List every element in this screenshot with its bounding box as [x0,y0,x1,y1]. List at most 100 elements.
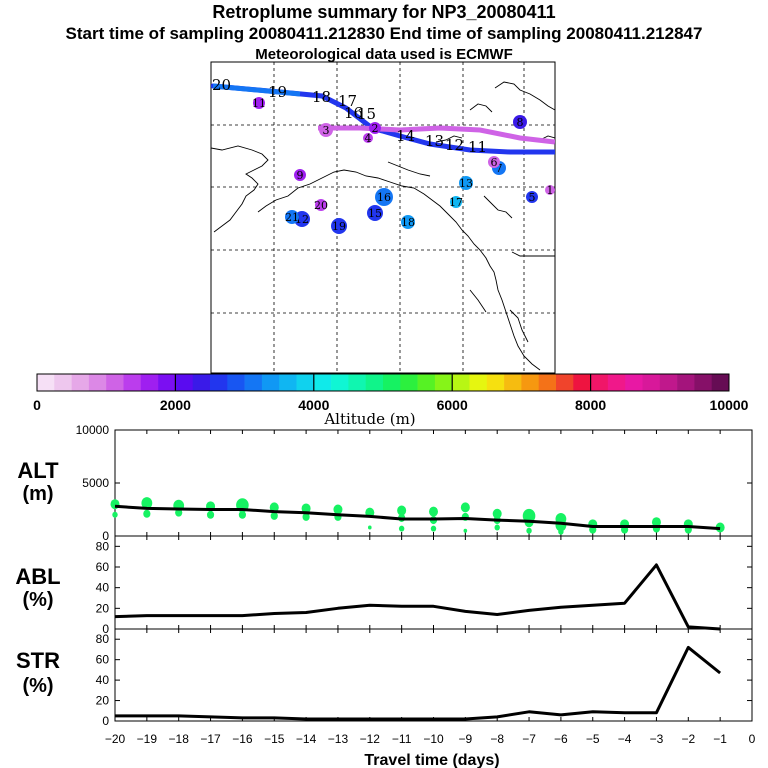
alt-label-line2: (m) [22,483,53,505]
cluster-label: 9 [297,169,304,182]
colorbar-cell [158,374,176,391]
abl-series-line [114,563,721,631]
cluster-label: 18 [401,216,415,229]
altitude-cluster-point [463,528,468,533]
alt-plot: 0 5000 10000 [76,423,753,543]
altitude-cluster-point [175,508,183,517]
trajectory-day-label: 13 [425,132,444,150]
cluster-label: 16 [377,191,391,204]
cluster-marker [488,156,500,168]
trajectory-day-label: 19 [268,83,287,101]
str-label-line2: (%) [22,675,53,697]
colorbar-cell [210,374,228,391]
abl-label-line2: (%) [22,589,53,611]
colorbar-cell [625,374,643,391]
map-graticule [211,62,555,373]
cluster-label: 3 [323,124,330,137]
altitude-cluster-point [429,506,438,517]
abl-plot: 0 20 40 60 80 [96,536,753,636]
colorbar-cell [192,374,211,391]
x-tick-label: −20 [105,732,126,746]
colorbar-cell [434,374,453,391]
x-tick-label: −13 [328,732,349,746]
x-tick-label: −11 [392,732,412,746]
colorbar-cell [469,374,488,391]
cluster-marker [513,115,527,129]
x-tick-label: −17 [200,732,221,746]
colorbar-cell [88,374,107,391]
x-axis-label: Travel time (days) [364,752,499,768]
x-tick-label: −10 [423,732,444,746]
y-tick-label: 40 [96,581,110,595]
colorbar-cell [711,374,730,391]
altitude-cluster-point [238,510,246,519]
trajectory-day-label: 16 [344,104,363,122]
y-tick-label: 0 [102,714,109,728]
colorbar-cell [607,374,626,391]
cluster-marker [363,133,373,143]
str-panel [114,628,753,722]
colorbar: 0 2000 4000 6000 8000 10000 Altitude (m) [33,373,749,428]
mean-trajectory-path [211,83,555,155]
altitude-cluster-point [302,512,310,521]
colorbar-tick-label: 10000 [710,397,749,413]
cluster-label: 17 [449,196,463,209]
colorbar-tick-label: 4000 [298,397,329,413]
altitude-cluster-point [206,510,215,519]
alt-series-line [114,504,721,531]
altitude-cluster-point [143,509,151,518]
altitude-cluster-point [141,497,153,510]
colorbar-cell [279,374,297,391]
cluster-marker [459,176,473,190]
cluster-label: 1 [547,184,554,197]
y-tick-label: 5000 [82,476,109,490]
colorbar-cell [400,374,418,391]
cluster-marker [285,210,299,224]
colorbar-cell [227,374,245,391]
colorbar-cell [452,374,470,391]
altitude-cluster-point [270,511,278,520]
colorbar-cell [556,374,574,391]
colorbar-cell [538,374,557,391]
x-tick-label: −15 [264,732,285,746]
cluster-label: 20 [314,199,328,212]
colorbar-cell [175,374,193,391]
x-tick-label: −2 [681,732,695,746]
str-label-line1: STR [16,648,60,673]
colorbar-cell [331,374,349,391]
trajectory-upper-branch [318,125,555,145]
trajectory-early-segment [212,83,301,97]
y-tick-label: 20 [96,694,110,708]
x-tick-label: −3 [650,732,664,746]
altitude-cluster-point [301,503,311,514]
cluster-marker [526,191,538,203]
altitude-cluster-point [112,511,118,518]
y-tick-label: 80 [96,539,110,553]
cluster-label: 5 [529,191,536,204]
cluster-marker [331,218,347,234]
x-tick-label: −14 [296,732,317,746]
cluster-marker [315,199,327,211]
trajectory-day-label: 20 [212,76,231,94]
colorbar-tick-label: 6000 [437,397,468,413]
altitude-cluster-point [368,525,372,530]
colorbar-cell [677,374,695,391]
cluster-marker [369,122,381,134]
colorbar-cell [573,374,591,391]
altitude-cluster-point [269,502,279,513]
altitude-cluster-point [333,504,343,515]
x-tick-label: −6 [554,732,568,746]
x-tick-label: −5 [586,732,600,746]
colorbar-cell [659,374,678,391]
colorbar-cell [383,374,401,391]
altitude-cluster-point [526,527,532,534]
colorbar-cell [590,374,609,391]
cluster-marker [545,185,555,195]
altitude-cluster-point [397,505,407,516]
str-series-line [115,645,722,721]
colorbar-cell [694,374,712,391]
colorbar-cell [313,374,332,391]
